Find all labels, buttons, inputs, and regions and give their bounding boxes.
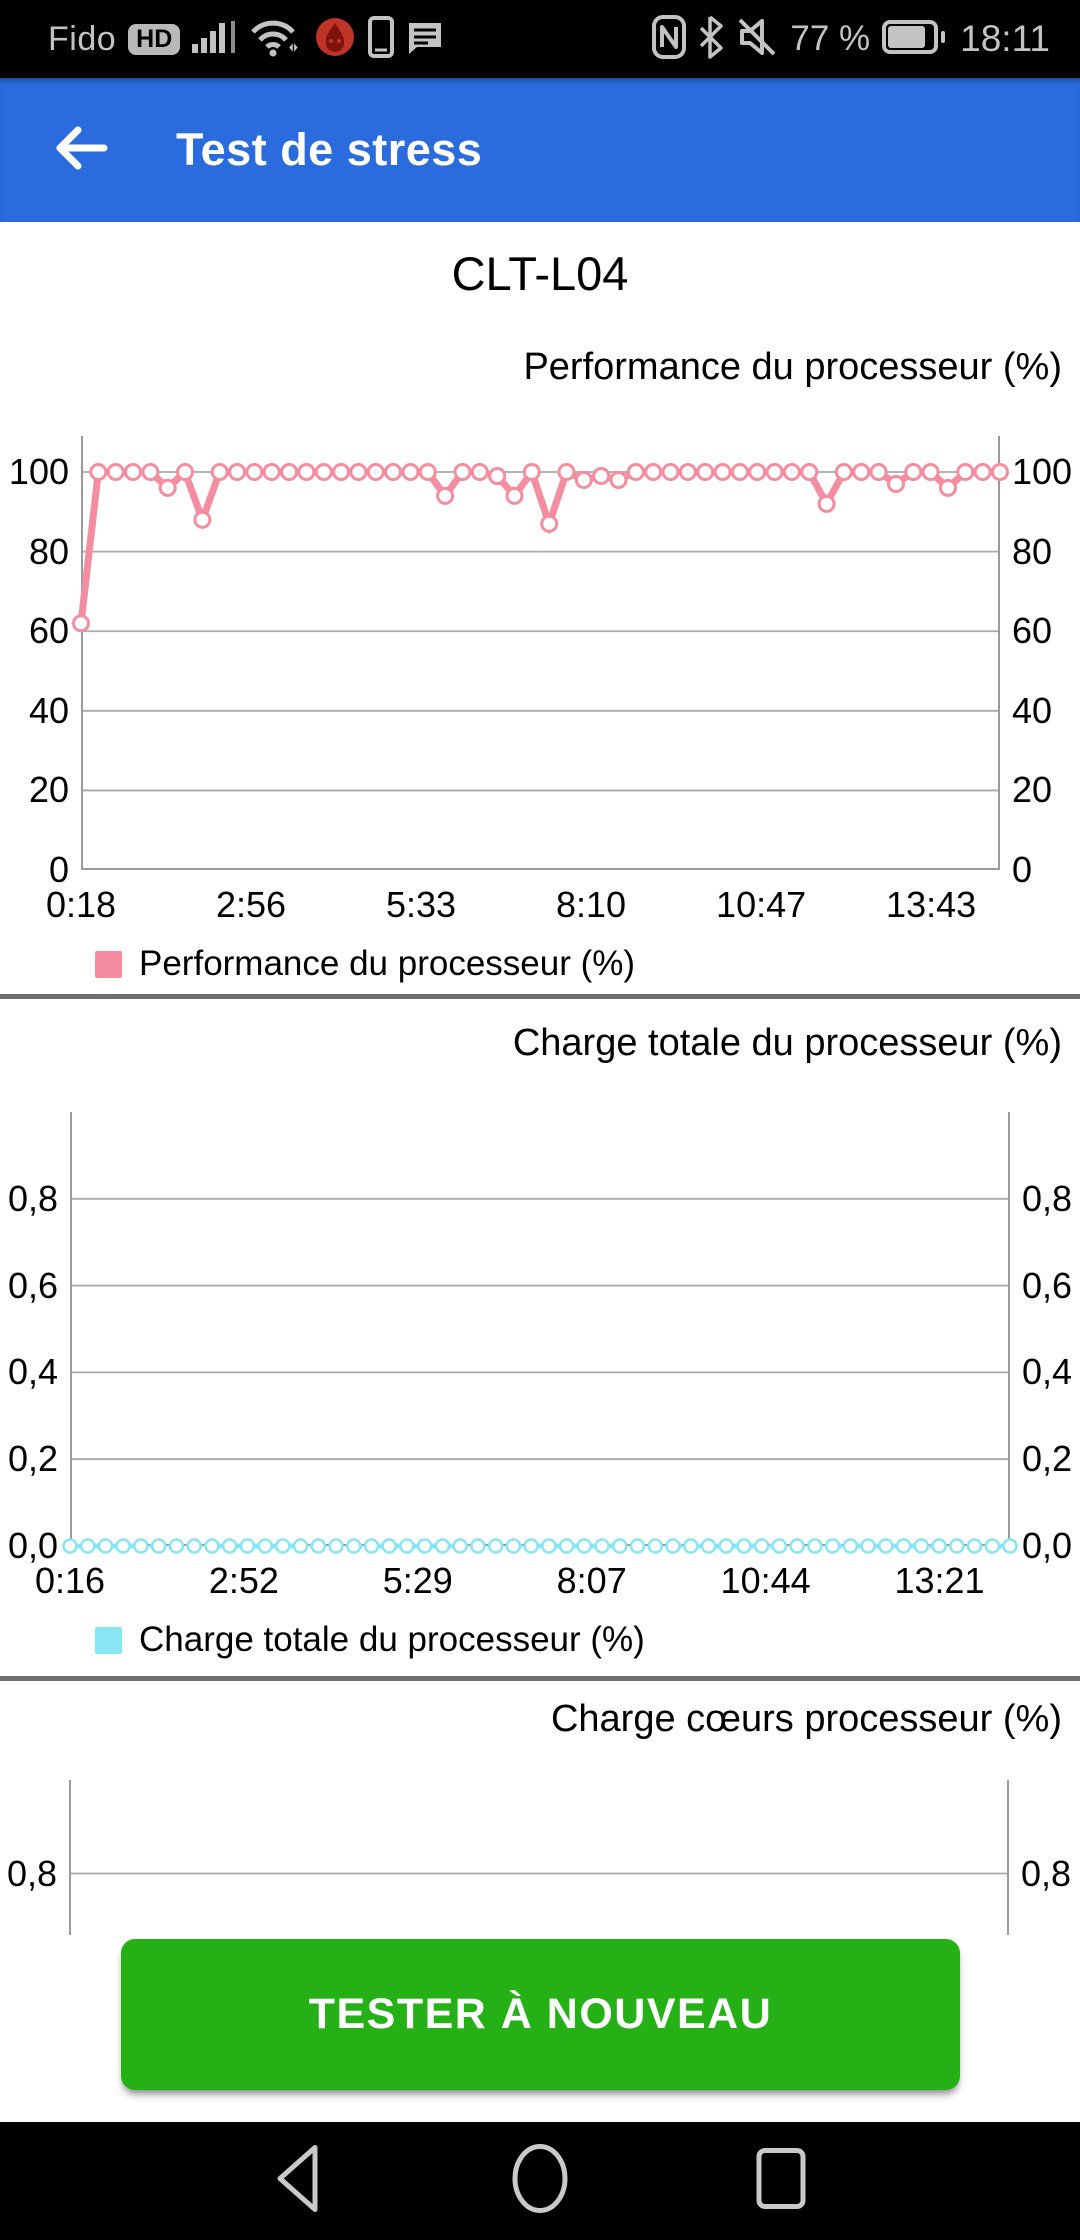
y-tick-label: 40 xyxy=(28,689,69,731)
y-tick-label: 0,8 xyxy=(1022,1177,1073,1219)
status-bar: Fido HD xyxy=(0,0,1080,78)
y-axis-left: 0 20 40 60 80 100 xyxy=(0,436,69,888)
chart-plot-area xyxy=(72,436,1009,870)
x-tick-label: 10:47 xyxy=(716,884,807,925)
chart-plot-area xyxy=(62,1112,1018,1554)
section-divider xyxy=(0,1676,1080,1681)
x-tick-label: 5:29 xyxy=(382,1560,453,1601)
chart-legend: Performance du processeur (%) xyxy=(95,944,635,984)
x-tick-label: 5:33 xyxy=(385,884,457,925)
status-bar-left: Fido HD xyxy=(48,15,444,63)
y-tick-label: 0,4 xyxy=(1022,1351,1073,1393)
hd-badge: HD xyxy=(128,23,181,55)
app-bar: Test de stress xyxy=(0,78,1080,222)
x-tick-label: 8:07 xyxy=(556,1560,627,1601)
x-tick-label: 2:56 xyxy=(215,884,287,925)
status-bar-right: 77 % 18:11 xyxy=(652,14,1050,64)
x-tick-label: 13:43 xyxy=(886,884,977,925)
carrier-label: Fido xyxy=(48,19,117,58)
back-icon[interactable] xyxy=(271,2140,323,2223)
page-title: Test de stress xyxy=(176,124,483,175)
chart-title: Charge totale du processeur (%) xyxy=(512,1022,1062,1064)
y-tick-label: 20 xyxy=(28,769,69,811)
antutu-flame-icon xyxy=(314,16,356,63)
x-tick-label: 0:16 xyxy=(34,1560,106,1601)
y-tick-label: 0,4 xyxy=(7,1351,58,1393)
section-divider xyxy=(0,994,1080,999)
arrow-left-icon xyxy=(52,123,110,178)
signal-strength-icon xyxy=(192,17,238,62)
y-axis-left: 0,8 xyxy=(0,1780,57,1935)
y-tick-label: 80 xyxy=(1012,530,1053,572)
sms-icon xyxy=(406,17,444,62)
legend-swatch xyxy=(95,1626,122,1654)
recents-icon[interactable] xyxy=(754,2146,808,2217)
x-tick-label: 8:10 xyxy=(555,884,627,925)
y-tick-label: 0,2 xyxy=(1022,1438,1073,1480)
back-button[interactable] xyxy=(52,125,110,175)
y-axis-left: 0,0 0,2 0,4 0,6 0,8 xyxy=(0,1112,58,1563)
retest-button[interactable]: TESTER À NOUVEAU xyxy=(121,1939,960,2090)
chart-title: Performance du processeur (%) xyxy=(523,346,1062,388)
y-tick-label: 0,8 xyxy=(1021,1852,1072,1894)
legend-label: Performance du processeur (%) xyxy=(139,944,636,983)
wifi-icon xyxy=(250,16,302,63)
y-tick-label: 100 xyxy=(8,451,69,492)
y-axis-right: 0 20 40 60 80 100 xyxy=(1012,436,1080,888)
x-tick-label: 13:21 xyxy=(894,1560,985,1601)
x-tick-label: 2:52 xyxy=(208,1560,279,1601)
legend-swatch xyxy=(95,950,122,978)
y-tick-label: 0 xyxy=(1012,849,1033,890)
battery-percent-label: 77 % xyxy=(790,19,871,58)
navigation-bar xyxy=(0,2122,1080,2240)
battery-icon xyxy=(882,18,948,61)
y-tick-label: 0,2 xyxy=(7,1438,58,1480)
x-axis: 0:18 2:56 5:33 8:10 10:47 13:43 xyxy=(46,884,1000,928)
y-tick-label: 20 xyxy=(1012,769,1053,811)
y-tick-label: 60 xyxy=(28,610,69,652)
chart-plot-area xyxy=(69,1780,1009,1935)
y-tick-label: 0 xyxy=(48,849,69,890)
y-axis-right: 0,0 0,2 0,4 0,6 0,8 xyxy=(1022,1112,1080,1563)
x-axis: 0:16 2:52 5:29 8:07 10:44 13:21 xyxy=(35,1560,1010,1604)
y-tick-label: 40 xyxy=(1012,689,1053,731)
y-tick-label: 0,8 xyxy=(7,1177,58,1219)
x-tick-label: 10:44 xyxy=(720,1560,811,1601)
x-tick-label: 0:18 xyxy=(45,884,117,925)
y-tick-label: 0,8 xyxy=(6,1852,57,1894)
chart-legend: Charge totale du processeur (%) xyxy=(95,1620,645,1660)
y-tick-label: 100 xyxy=(1012,451,1073,492)
y-tick-label: 80 xyxy=(28,530,69,572)
y-tick-label: 0,6 xyxy=(7,1264,58,1306)
home-icon[interactable] xyxy=(510,2142,570,2221)
y-tick-label: 60 xyxy=(1012,610,1053,652)
y-tick-label: 0,0 xyxy=(1022,1525,1073,1566)
mute-icon xyxy=(736,16,778,63)
y-axis-right: 0,8 xyxy=(1021,1780,1080,1935)
nfc-icon xyxy=(652,14,687,64)
device-model-label: CLT-L04 xyxy=(451,247,629,300)
y-tick-label: 0,6 xyxy=(1022,1264,1073,1306)
phone-icon xyxy=(368,15,395,63)
chart-title: Charge cœurs processeur (%) xyxy=(550,1698,1062,1740)
legend-label: Charge totale du processeur (%) xyxy=(139,1620,645,1659)
y-tick-label: 0,0 xyxy=(7,1525,58,1566)
bluetooth-icon xyxy=(698,15,724,64)
clock-label: 18:11 xyxy=(960,18,1050,59)
